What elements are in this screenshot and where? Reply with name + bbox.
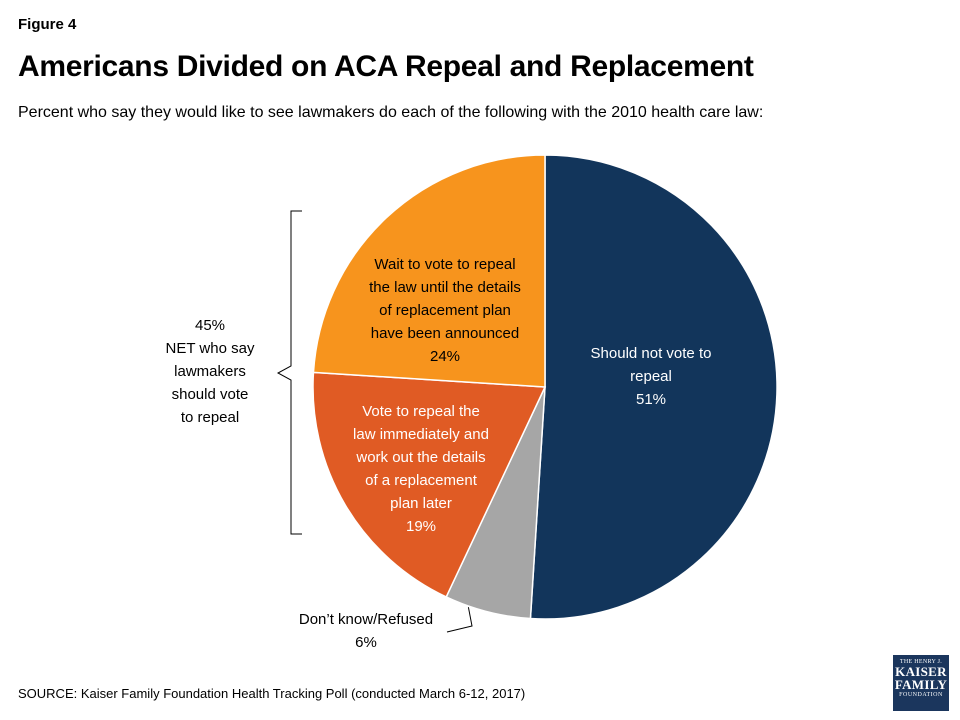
slice-label-line: have been announced (371, 325, 519, 342)
slice-label-line: 19% (406, 518, 436, 535)
slice-label-line: repeal (630, 368, 672, 385)
slice-label-line: Don’t know/Refused (299, 611, 433, 628)
slice-label: Wait to vote to repeal the law until the … (369, 256, 521, 365)
pie-slice (312, 154, 546, 388)
logo-line-3: FAMILY (894, 677, 948, 692)
slice-label-line: Vote to repeal the (362, 403, 480, 420)
logo-line-1: THE HENRY J. (899, 659, 943, 665)
slice-label-line: plan later (390, 495, 452, 512)
chart-title: Americans Divided on ACA Repeal and Repl… (18, 50, 754, 83)
slice-label-line: Should not vote to (591, 345, 712, 362)
slice-label-line: of replacement plan (379, 302, 511, 319)
pie-slice (312, 371, 547, 598)
slice-label: Vote to repeal the law immediately and wor… (353, 403, 489, 535)
slice-label-line: 6% (355, 634, 377, 651)
pie-slice (529, 154, 778, 620)
slice-label-line: Wait to vote to repeal (374, 256, 515, 273)
slice-label: Should not vote to repeal 51% (591, 345, 712, 408)
slice-label-line: the law until the details (369, 279, 521, 296)
slice-label-line: work out the details (355, 449, 485, 466)
net-label-line: NET who say (166, 340, 255, 357)
net-bracket (276, 210, 302, 535)
net-label-line: should vote (172, 386, 249, 403)
leader-line (446, 607, 473, 633)
net-label: 45% NET who say lawmakers should vote to rep… (166, 317, 255, 426)
net-label-line: 45% (195, 317, 225, 334)
logo-line-2: KAISER (895, 664, 947, 679)
slice-label-line: 24% (430, 348, 460, 365)
chart-subtitle: Percent who say they would like to see l… (18, 104, 764, 121)
logo-line-4: FOUNDATION (899, 692, 943, 698)
source-note: SOURCE: Kaiser Family Foundation Health … (18, 686, 526, 701)
net-label-line: to repeal (181, 409, 239, 426)
slice-label-line: of a replacement (365, 472, 478, 489)
figure-label: Figure 4 (18, 16, 77, 33)
kff-logo: THE HENRY J. KAISER FAMILY FOUNDATION (893, 655, 949, 711)
slice-label-line: law immediately and (353, 426, 489, 443)
slice-label-line: 51% (636, 391, 666, 408)
net-label-line: lawmakers (174, 363, 246, 380)
slice-label: Don’t know/Refused 6% (299, 611, 433, 651)
